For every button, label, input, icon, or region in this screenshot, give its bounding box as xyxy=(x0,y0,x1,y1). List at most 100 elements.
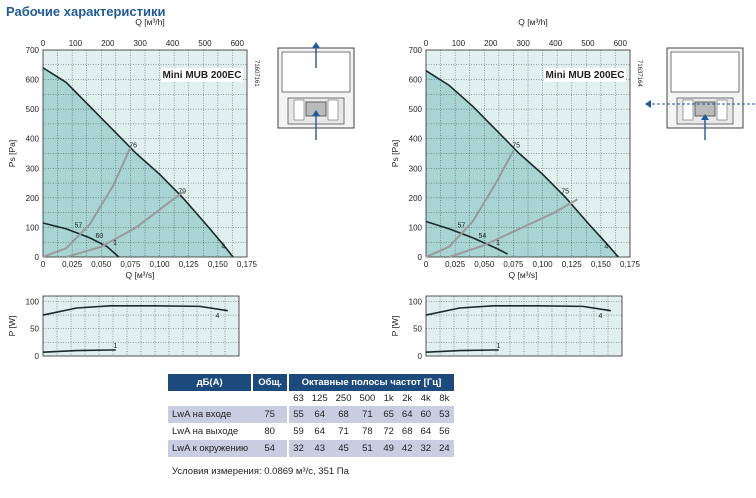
octave-band-table: дБ(А) Общ. Октавные полосы частот [Гц] 6… xyxy=(168,374,454,457)
arrow-up-icon xyxy=(312,110,320,116)
duct-icon xyxy=(716,99,728,121)
x-tick-label: 0,100 xyxy=(150,260,171,269)
curve-1 xyxy=(425,220,508,255)
y-axis-label: Ps [Pa] xyxy=(7,140,17,167)
curve-label: 4 xyxy=(221,244,225,251)
bottom-axis-label: Q [м³/s] xyxy=(509,270,538,280)
power-curve-4 xyxy=(42,305,228,316)
x-tick-label: 0,125 xyxy=(562,260,583,269)
x-tick-label: 0,150 xyxy=(591,260,612,269)
x-tick-label: 0,150 xyxy=(208,260,229,269)
cell: 60 xyxy=(416,406,436,423)
table-row: LwA на входе 75 55 64 68 71 65 64 60 53 xyxy=(168,406,454,423)
freq: 8k xyxy=(439,393,450,404)
top-tick-label: 500 xyxy=(198,39,212,48)
cell: 78 xyxy=(355,423,380,440)
row-total: 80 xyxy=(252,423,290,440)
x-tick-label: 0,175 xyxy=(237,260,258,269)
duct-icon xyxy=(293,99,305,121)
curve-76 xyxy=(42,147,132,258)
y-tick-label: 300 xyxy=(26,164,40,173)
curve-label: 75 xyxy=(512,143,520,150)
arrow-up-icon xyxy=(312,42,320,48)
y-tick-label: 0 xyxy=(35,253,40,262)
curve-label: 76 xyxy=(129,143,137,150)
curve-4 xyxy=(42,67,234,258)
freq: 4k xyxy=(420,393,431,404)
curve-label: 1 xyxy=(114,343,118,350)
model-label: Mini MUB 200EC xyxy=(163,70,242,81)
row-label: LwA на выходе xyxy=(168,423,253,440)
power-curve-1 xyxy=(425,349,499,353)
p-tick-label: 100 xyxy=(26,297,40,306)
arrow-up-icon xyxy=(701,114,709,120)
row-total: 75 xyxy=(252,406,290,423)
top-tick-label: 300 xyxy=(516,39,530,48)
top-tick-label: 300 xyxy=(133,39,147,48)
y-tick-label: 300 xyxy=(409,164,423,173)
cell: 32 xyxy=(416,440,436,457)
curve-label: 4 xyxy=(604,244,608,251)
curve-label: 1 xyxy=(497,343,501,350)
p-tick-label: 0 xyxy=(35,352,40,361)
model-label-bg xyxy=(161,68,243,82)
curve-1 xyxy=(42,222,120,258)
x-tick-label: 0 xyxy=(41,260,46,269)
operating-area xyxy=(43,67,234,257)
row-label: LwA на входе xyxy=(168,406,253,423)
header-total: Общ. xyxy=(252,374,290,391)
curve-75 xyxy=(425,150,515,258)
cell: 68 xyxy=(397,423,417,440)
plot-frame xyxy=(425,49,631,258)
top-tick-label: 600 xyxy=(614,39,628,48)
curve-75 xyxy=(448,198,579,258)
cell: 45 xyxy=(331,440,356,457)
power-plot-frame xyxy=(42,295,240,357)
table-row: LwA на выходе 80 59 64 71 78 72 68 64 56 xyxy=(168,423,454,440)
y-tick-label: 500 xyxy=(26,105,40,114)
duct-icon xyxy=(327,99,339,121)
y-tick-label: 0 xyxy=(418,253,423,262)
y-tick-label: 200 xyxy=(409,194,423,203)
top-tick-label: 0 xyxy=(424,39,429,48)
p-axis-label: P [W] xyxy=(390,316,400,337)
x-tick-label: 0 xyxy=(424,260,429,269)
top-tick-label: 600 xyxy=(231,39,245,48)
curve-label: 1 xyxy=(496,240,500,247)
top-tick-label: 500 xyxy=(581,39,595,48)
x-tick-label: 0,100 xyxy=(533,260,554,269)
cell: 64 xyxy=(416,423,436,440)
row-total: 54 xyxy=(252,440,290,457)
curve-79 xyxy=(66,191,184,258)
bottom-axis-label: Q [м³/s] xyxy=(126,270,155,280)
freq: 250 xyxy=(335,393,352,404)
freq: 500 xyxy=(359,393,376,404)
freq: 63 xyxy=(293,393,304,404)
x-tick-label: 0,050 xyxy=(91,260,112,269)
curve-label: 54 xyxy=(478,233,486,240)
y-axis-label: Ps [Pa] xyxy=(390,140,400,167)
cell: 51 xyxy=(355,440,380,457)
top-tick-label: 100 xyxy=(69,39,83,48)
model-label: Mini MUB 200EC xyxy=(546,70,625,81)
power-curve-4 xyxy=(425,305,611,316)
model-label-bg xyxy=(544,68,626,82)
table-row: LwA к окружению 54 32 43 45 51 49 42 32 … xyxy=(168,440,454,457)
unit-inner xyxy=(670,51,740,93)
cell: 53 xyxy=(435,406,454,423)
top-tick-label: 100 xyxy=(452,39,466,48)
measurement-conditions: Условия измерения: 0.0869 м³/с, 351 Па xyxy=(172,466,349,477)
cell: 68 xyxy=(331,406,356,423)
operating-area xyxy=(426,70,619,257)
curve-4 xyxy=(425,70,619,258)
curve-label: 79 xyxy=(178,188,186,195)
y-tick-label: 700 xyxy=(409,46,423,55)
header-bands: Октавные полосы частот [Гц] xyxy=(288,374,454,391)
cell: 56 xyxy=(435,423,454,440)
y-tick-label: 600 xyxy=(409,76,423,85)
x-tick-label: 0,050 xyxy=(474,260,495,269)
cell: 32 xyxy=(288,440,308,457)
x-tick-label: 0,025 xyxy=(445,260,466,269)
code-label: 71607161 xyxy=(253,60,259,87)
